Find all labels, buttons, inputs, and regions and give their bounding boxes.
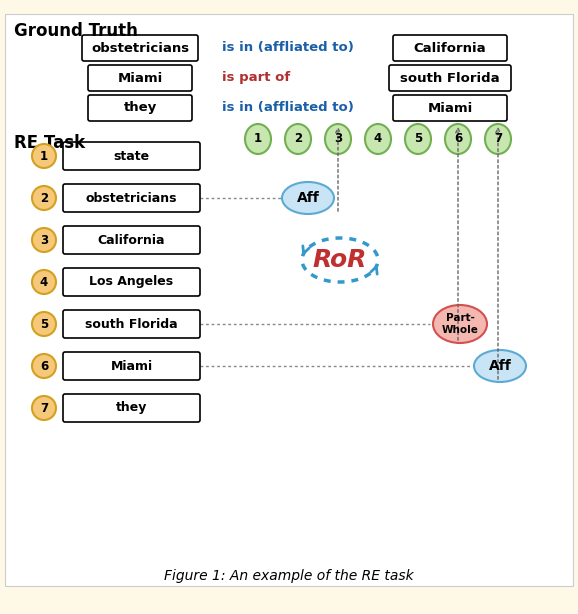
Text: 5: 5 [40, 317, 48, 330]
Text: 3: 3 [40, 233, 48, 246]
FancyBboxPatch shape [63, 310, 200, 338]
Text: 5: 5 [414, 133, 422, 146]
Text: is in (affliated to): is in (affliated to) [222, 101, 354, 114]
Text: 1: 1 [40, 149, 48, 163]
Ellipse shape [282, 182, 334, 214]
Text: Ground Truth: Ground Truth [14, 22, 138, 40]
FancyBboxPatch shape [63, 184, 200, 212]
FancyBboxPatch shape [63, 268, 200, 296]
Text: obstetricians: obstetricians [91, 42, 189, 55]
Text: Aff: Aff [488, 359, 512, 373]
Text: 7: 7 [494, 133, 502, 146]
Ellipse shape [445, 124, 471, 154]
Text: is part of: is part of [222, 71, 290, 85]
Text: is in (affliated to): is in (affliated to) [222, 42, 354, 55]
Ellipse shape [485, 124, 511, 154]
Ellipse shape [365, 124, 391, 154]
FancyBboxPatch shape [5, 14, 573, 586]
Circle shape [32, 270, 56, 294]
Text: 6: 6 [454, 133, 462, 146]
FancyBboxPatch shape [63, 352, 200, 380]
Text: California: California [98, 233, 165, 246]
Ellipse shape [325, 124, 351, 154]
Text: Miami: Miami [427, 101, 473, 114]
Text: Miami: Miami [110, 360, 153, 373]
Text: they: they [116, 402, 147, 414]
Text: obstetricians: obstetricians [86, 192, 177, 204]
FancyBboxPatch shape [63, 226, 200, 254]
Text: 3: 3 [334, 133, 342, 146]
Circle shape [32, 186, 56, 210]
Ellipse shape [405, 124, 431, 154]
Text: 2: 2 [294, 133, 302, 146]
Text: 1: 1 [254, 133, 262, 146]
Text: RE Task: RE Task [14, 134, 85, 152]
Ellipse shape [285, 124, 311, 154]
Text: Los Angeles: Los Angeles [90, 276, 173, 289]
Text: 4: 4 [374, 133, 382, 146]
FancyBboxPatch shape [63, 394, 200, 422]
Ellipse shape [474, 350, 526, 382]
FancyBboxPatch shape [88, 65, 192, 91]
Text: Part-
Whole: Part- Whole [442, 313, 479, 335]
FancyBboxPatch shape [393, 95, 507, 121]
Text: California: California [414, 42, 486, 55]
FancyBboxPatch shape [393, 35, 507, 61]
Text: 4: 4 [40, 276, 48, 289]
FancyBboxPatch shape [63, 142, 200, 170]
Circle shape [32, 354, 56, 378]
Circle shape [32, 144, 56, 168]
Text: Aff: Aff [297, 191, 320, 205]
Circle shape [32, 312, 56, 336]
Ellipse shape [433, 305, 487, 343]
Text: RoR: RoR [313, 248, 367, 272]
FancyBboxPatch shape [389, 65, 511, 91]
FancyBboxPatch shape [82, 35, 198, 61]
Text: Figure 1: An example of the RE task: Figure 1: An example of the RE task [164, 569, 414, 583]
Text: 6: 6 [40, 360, 48, 373]
Circle shape [32, 396, 56, 420]
Text: 7: 7 [40, 402, 48, 414]
Circle shape [32, 228, 56, 252]
Text: 2: 2 [40, 192, 48, 204]
Text: state: state [113, 149, 150, 163]
Ellipse shape [245, 124, 271, 154]
FancyBboxPatch shape [88, 95, 192, 121]
Text: Miami: Miami [117, 71, 162, 85]
Text: they: they [123, 101, 157, 114]
Text: south Florida: south Florida [400, 71, 500, 85]
Text: south Florida: south Florida [85, 317, 178, 330]
